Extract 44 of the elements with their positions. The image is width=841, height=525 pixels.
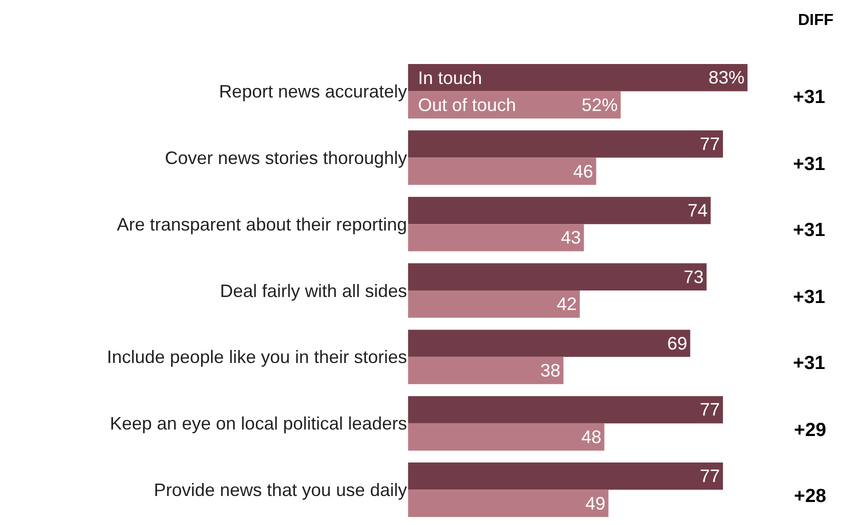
bar bbox=[408, 396, 723, 424]
y-tick-label: Report news accurately bbox=[218, 82, 408, 102]
text: +31 bbox=[793, 287, 826, 308]
data-label: 46 bbox=[573, 161, 594, 182]
data-label: 77 bbox=[700, 134, 720, 154]
bar bbox=[408, 330, 690, 357]
y-tick-label: Include people like you in their stories bbox=[106, 347, 408, 368]
bar bbox=[408, 462, 723, 490]
data-label: 52% bbox=[582, 94, 618, 115]
text: +31 bbox=[793, 220, 826, 241]
series-label: In touch bbox=[418, 68, 482, 88]
text: DIFF bbox=[798, 12, 834, 29]
text: +29 bbox=[794, 420, 826, 441]
bar bbox=[408, 224, 584, 252]
data-label: 77 bbox=[700, 466, 720, 486]
data-label: 38 bbox=[540, 360, 560, 381]
text: +31 bbox=[793, 87, 826, 108]
y-tick-label: Cover news stories thoroughly bbox=[164, 148, 408, 168]
bar bbox=[408, 158, 596, 185]
data-label: 74 bbox=[688, 200, 708, 220]
data-label: 43 bbox=[560, 228, 581, 248]
y-tick-label: Deal fairly with all sides bbox=[220, 280, 408, 301]
bar bbox=[408, 196, 711, 224]
y-tick-label: Are transparent about their reporting bbox=[116, 214, 408, 234]
bar bbox=[408, 290, 580, 318]
y-tick-label: Keep an eye on local political leaders bbox=[110, 414, 408, 434]
bar bbox=[408, 263, 707, 290]
bar bbox=[408, 490, 608, 518]
bar bbox=[408, 423, 604, 451]
data-label: 83% bbox=[708, 68, 744, 88]
data-label: 73 bbox=[684, 266, 704, 287]
data-label: 69 bbox=[667, 333, 688, 354]
text: +31 bbox=[793, 353, 826, 374]
data-label: 49 bbox=[585, 493, 606, 514]
bar bbox=[408, 356, 564, 384]
series-label: Out of touch bbox=[418, 95, 516, 115]
data-label: 42 bbox=[556, 294, 577, 314]
text: +28 bbox=[794, 486, 826, 507]
bar bbox=[408, 130, 723, 158]
bar bbox=[408, 64, 748, 92]
text: +31 bbox=[793, 154, 826, 175]
data-label: 77 bbox=[700, 400, 720, 420]
y-tick-label: Provide news that you use daily bbox=[154, 480, 408, 500]
data-label: 48 bbox=[581, 426, 602, 447]
